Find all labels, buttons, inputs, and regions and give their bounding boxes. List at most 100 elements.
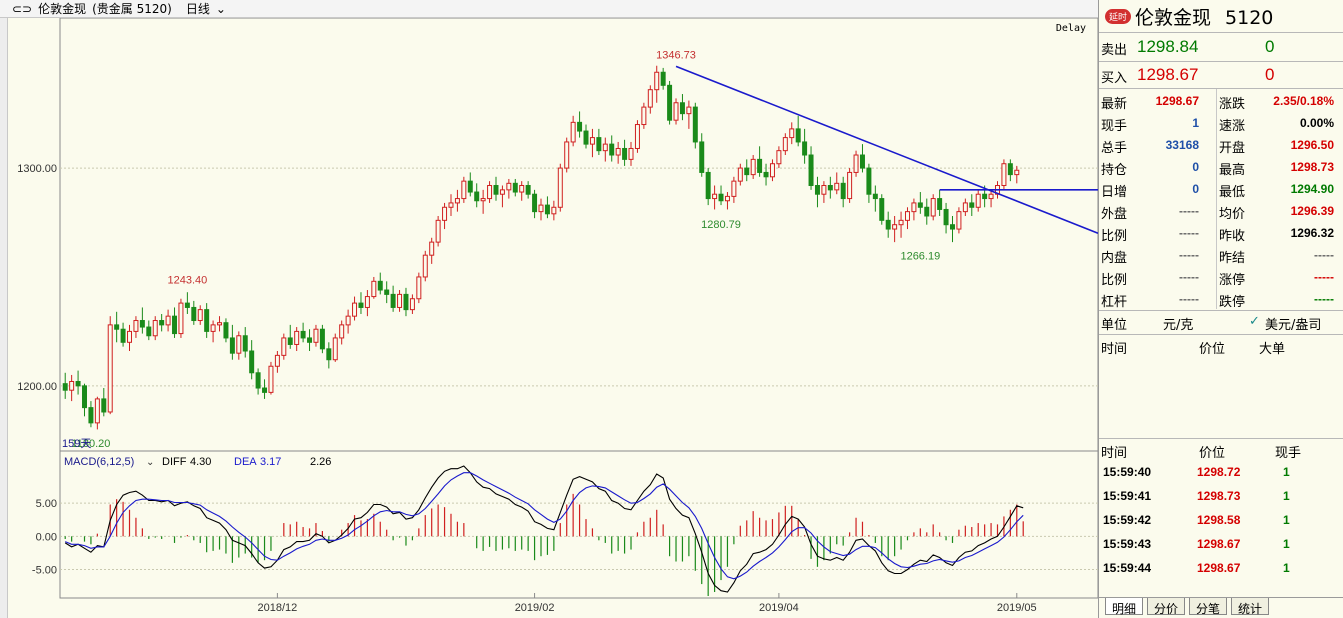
candle [744, 159, 750, 182]
sell-row: 卖出 1298.84 0 [1101, 37, 1275, 58]
candle [159, 313, 165, 332]
stat-value: 1294.90 [1290, 182, 1334, 196]
candle [114, 311, 120, 343]
stat-value: 1 [1192, 116, 1199, 130]
check-icon: ✓ [1249, 314, 1260, 329]
stat-label: 杠杆 [1101, 295, 1128, 310]
stat-value: ----- [1179, 226, 1199, 240]
candle [949, 215, 955, 243]
candle [178, 298, 184, 338]
quote-stat-row: 内盘 ----- 昨结 ----- [1099, 244, 1343, 266]
tick-time: 15:59:44 [1103, 561, 1152, 575]
candle [737, 163, 743, 186]
tick-volume: 1 [1283, 489, 1290, 503]
stat-value: ----- [1179, 248, 1199, 262]
stat-label: 昨收 [1219, 229, 1246, 244]
left-toolbar-strip[interactable] [0, 18, 8, 618]
macd-chevron-icon[interactable]: ⌄ [146, 457, 154, 468]
tick-row: 15:59:40 1298.72 1 [1099, 460, 1343, 484]
candle [294, 327, 300, 352]
panel-tabs: 明细 分价 分笔 统计 [1099, 597, 1343, 618]
tab-2[interactable]: 分笔 [1189, 598, 1228, 616]
stat-label: 比例 [1101, 273, 1128, 288]
price-tick-label: 1300.00 [17, 163, 57, 175]
stat-value: 0.00% [1299, 116, 1334, 130]
candle [975, 189, 981, 212]
candle [133, 316, 139, 338]
candle [622, 139, 628, 166]
candle [847, 168, 853, 203]
candle [551, 200, 557, 221]
tick-volume: 1 [1283, 513, 1290, 527]
tick-price: 1298.72 [1197, 465, 1241, 479]
stat-label: 最新 [1101, 97, 1128, 112]
candle [332, 333, 338, 362]
candle [879, 194, 885, 225]
macd-label[interactable]: MACD(6,12,5) [64, 456, 134, 468]
candle [191, 300, 197, 325]
tick-time: 15:59:40 [1103, 465, 1152, 479]
unit-option[interactable]: 元/克 [1163, 318, 1194, 333]
quote-header: 延时 伦敦金现 5120 [1099, 2, 1343, 30]
delay-badge: 延时 [1105, 8, 1132, 24]
stat-value: ----- [1179, 204, 1199, 218]
candle [988, 189, 994, 208]
ticks-header: 时间 价位 现手 [1101, 446, 1302, 461]
quote-stat-row: 比例 ----- 涨停 ----- [1099, 266, 1343, 288]
quote-stat-row: 杠杆 ----- 跌停 ----- [1099, 288, 1343, 310]
delay-label: Delay [1056, 23, 1086, 34]
candle [724, 192, 730, 210]
period-selector[interactable]: 日线 [185, 2, 210, 16]
candle [88, 401, 94, 428]
quote-panel: 延时 伦敦金现 5120 卖出 1298.84 0 买入 1298.67 0 最新… [1098, 0, 1343, 618]
tab-1[interactable]: 分价 [1147, 598, 1186, 616]
kline-chart[interactable]: 1300.00 1200.00 5.00 0.00 -5.00 2018/12 2019… [0, 18, 1098, 618]
candle [442, 202, 448, 230]
candle [249, 340, 255, 380]
buy-price: 1298.67 [1137, 65, 1199, 84]
stat-label: 涨跌 [1219, 97, 1246, 112]
downtrend-line[interactable] [675, 65, 1098, 234]
tick-time: 15:59:41 [1103, 489, 1152, 503]
candle [210, 320, 216, 343]
candle [660, 67, 666, 90]
quote-stat-row: 持仓 0 最高 1298.73 [1099, 156, 1343, 178]
stat-value: 0 [1192, 160, 1199, 174]
tab-0[interactable]: 明细 [1105, 598, 1144, 616]
stat-label: 持仓 [1101, 163, 1128, 178]
candle [634, 120, 640, 153]
candle [615, 141, 621, 164]
bar-count-label: 159天 [62, 438, 91, 450]
candle [184, 292, 190, 314]
candle [69, 374, 75, 402]
stat-label: 日增 [1101, 185, 1128, 200]
chevron-down-icon[interactable]: ⌄ [215, 1, 226, 16]
tab-3[interactable]: 统计 [1231, 598, 1270, 616]
sell-price: 1298.84 [1137, 37, 1199, 56]
stat-value: 2.35/0.18% [1273, 94, 1334, 108]
candle [499, 185, 505, 208]
candle [924, 198, 930, 225]
candle [609, 135, 615, 162]
candle [866, 163, 872, 203]
candle [692, 102, 698, 149]
tick-row: 15:59:42 1298.58 1 [1099, 508, 1343, 532]
candle [872, 185, 878, 212]
candle [512, 178, 518, 197]
candle [506, 178, 512, 199]
quote-stat-row: 日增 0 最低 1294.90 [1099, 178, 1343, 200]
tick-volume: 1 [1283, 561, 1290, 575]
stat-value: 1298.73 [1290, 160, 1334, 174]
candle [448, 194, 454, 216]
candle [596, 128, 602, 156]
candle [358, 292, 364, 314]
currency-option[interactable]: 美元/盎司 [1265, 318, 1322, 333]
candle [172, 307, 178, 338]
tick-time: 15:59:43 [1103, 537, 1152, 551]
macd-tick-label: 0.00 [36, 531, 57, 543]
candle [229, 324, 235, 360]
stat-value: ----- [1314, 270, 1334, 284]
candle [403, 287, 409, 317]
stat-label: 外盘 [1101, 207, 1128, 222]
candle [429, 237, 435, 264]
